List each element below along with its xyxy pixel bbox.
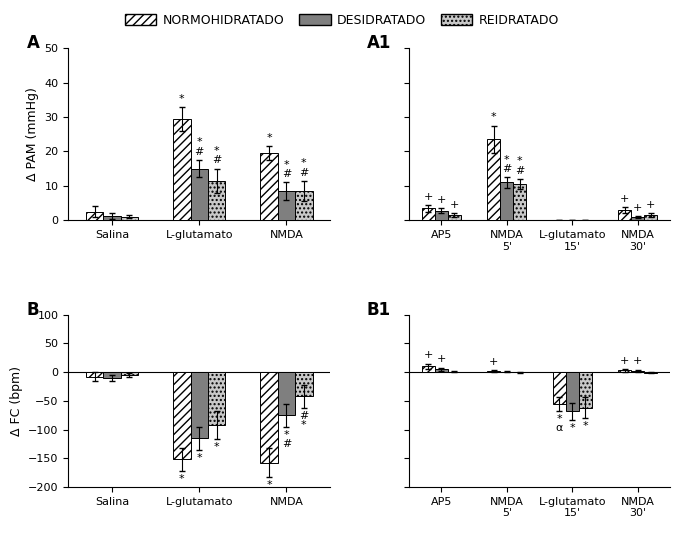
Bar bbox=[500, 182, 513, 220]
Text: *: * bbox=[301, 421, 306, 430]
Text: *: * bbox=[196, 137, 202, 148]
Text: +: + bbox=[423, 192, 433, 202]
Text: *: * bbox=[284, 430, 289, 440]
Text: *: * bbox=[583, 421, 588, 431]
Bar bbox=[487, 371, 500, 372]
Bar bbox=[278, 191, 295, 220]
Text: #: # bbox=[515, 166, 525, 176]
Bar bbox=[191, 169, 208, 220]
Bar bbox=[631, 371, 644, 372]
Text: A1: A1 bbox=[367, 34, 391, 52]
Text: +: + bbox=[436, 195, 446, 205]
Text: #: # bbox=[212, 156, 222, 165]
Legend: NORMOHIDRATADO, DESIDRATADO, REIDRATADO: NORMOHIDRATADO, DESIDRATADO, REIDRATADO bbox=[120, 9, 564, 32]
Bar bbox=[644, 215, 657, 220]
Text: +: + bbox=[449, 200, 459, 210]
Text: #: # bbox=[282, 169, 291, 179]
Text: +: + bbox=[620, 356, 629, 366]
Text: +: + bbox=[489, 357, 499, 367]
Bar bbox=[295, 191, 313, 220]
Text: *: * bbox=[569, 423, 575, 433]
Bar bbox=[86, 211, 103, 220]
Text: *: * bbox=[179, 474, 185, 484]
Bar bbox=[121, 217, 138, 220]
Text: +: + bbox=[633, 203, 642, 212]
Bar bbox=[173, 119, 191, 220]
Y-axis label: Δ FC (bpm): Δ FC (bpm) bbox=[10, 366, 23, 436]
Text: B1: B1 bbox=[367, 301, 391, 319]
Text: #: # bbox=[299, 167, 308, 178]
Bar bbox=[487, 139, 500, 220]
Text: #: # bbox=[502, 164, 512, 174]
Text: *: * bbox=[214, 442, 220, 453]
Bar bbox=[261, 372, 278, 463]
Text: *: * bbox=[266, 480, 272, 490]
Text: *: * bbox=[284, 160, 289, 170]
Bar bbox=[631, 217, 644, 220]
Bar bbox=[121, 372, 138, 375]
Bar bbox=[553, 372, 566, 404]
Text: +: + bbox=[646, 200, 655, 210]
Bar bbox=[208, 181, 226, 220]
Bar bbox=[103, 372, 121, 378]
Text: *: * bbox=[556, 414, 562, 424]
Bar bbox=[261, 153, 278, 220]
Text: *: * bbox=[179, 94, 185, 104]
Bar bbox=[103, 216, 121, 220]
Text: +: + bbox=[423, 350, 433, 361]
Text: #: # bbox=[282, 439, 291, 449]
Text: +: + bbox=[436, 355, 446, 364]
Bar bbox=[86, 372, 103, 377]
Bar bbox=[618, 370, 631, 372]
Text: +: + bbox=[620, 194, 629, 204]
Bar bbox=[579, 372, 592, 408]
Bar bbox=[278, 372, 295, 415]
Bar bbox=[566, 372, 579, 411]
Bar bbox=[422, 208, 435, 220]
Text: α: α bbox=[555, 423, 563, 433]
Bar bbox=[513, 184, 527, 220]
Bar bbox=[448, 215, 461, 220]
Text: *: * bbox=[504, 155, 510, 165]
Bar bbox=[173, 372, 191, 460]
Bar bbox=[208, 372, 226, 425]
Text: *: * bbox=[517, 156, 523, 166]
Bar bbox=[435, 369, 448, 372]
Bar bbox=[435, 211, 448, 220]
Text: B: B bbox=[27, 301, 39, 319]
Bar bbox=[644, 372, 657, 373]
Bar bbox=[422, 366, 435, 372]
Text: *: * bbox=[301, 158, 306, 168]
Bar bbox=[295, 372, 313, 396]
Text: *: * bbox=[266, 133, 272, 143]
Bar bbox=[191, 372, 208, 438]
Text: *: * bbox=[491, 112, 497, 123]
Bar bbox=[618, 210, 631, 220]
Text: A: A bbox=[27, 34, 40, 52]
Text: *: * bbox=[196, 453, 202, 463]
Text: #: # bbox=[194, 147, 204, 157]
Y-axis label: Δ PAM (mmHg): Δ PAM (mmHg) bbox=[26, 87, 39, 181]
Text: +: + bbox=[633, 356, 642, 366]
Text: #: # bbox=[299, 411, 308, 421]
Text: *: * bbox=[214, 146, 220, 156]
